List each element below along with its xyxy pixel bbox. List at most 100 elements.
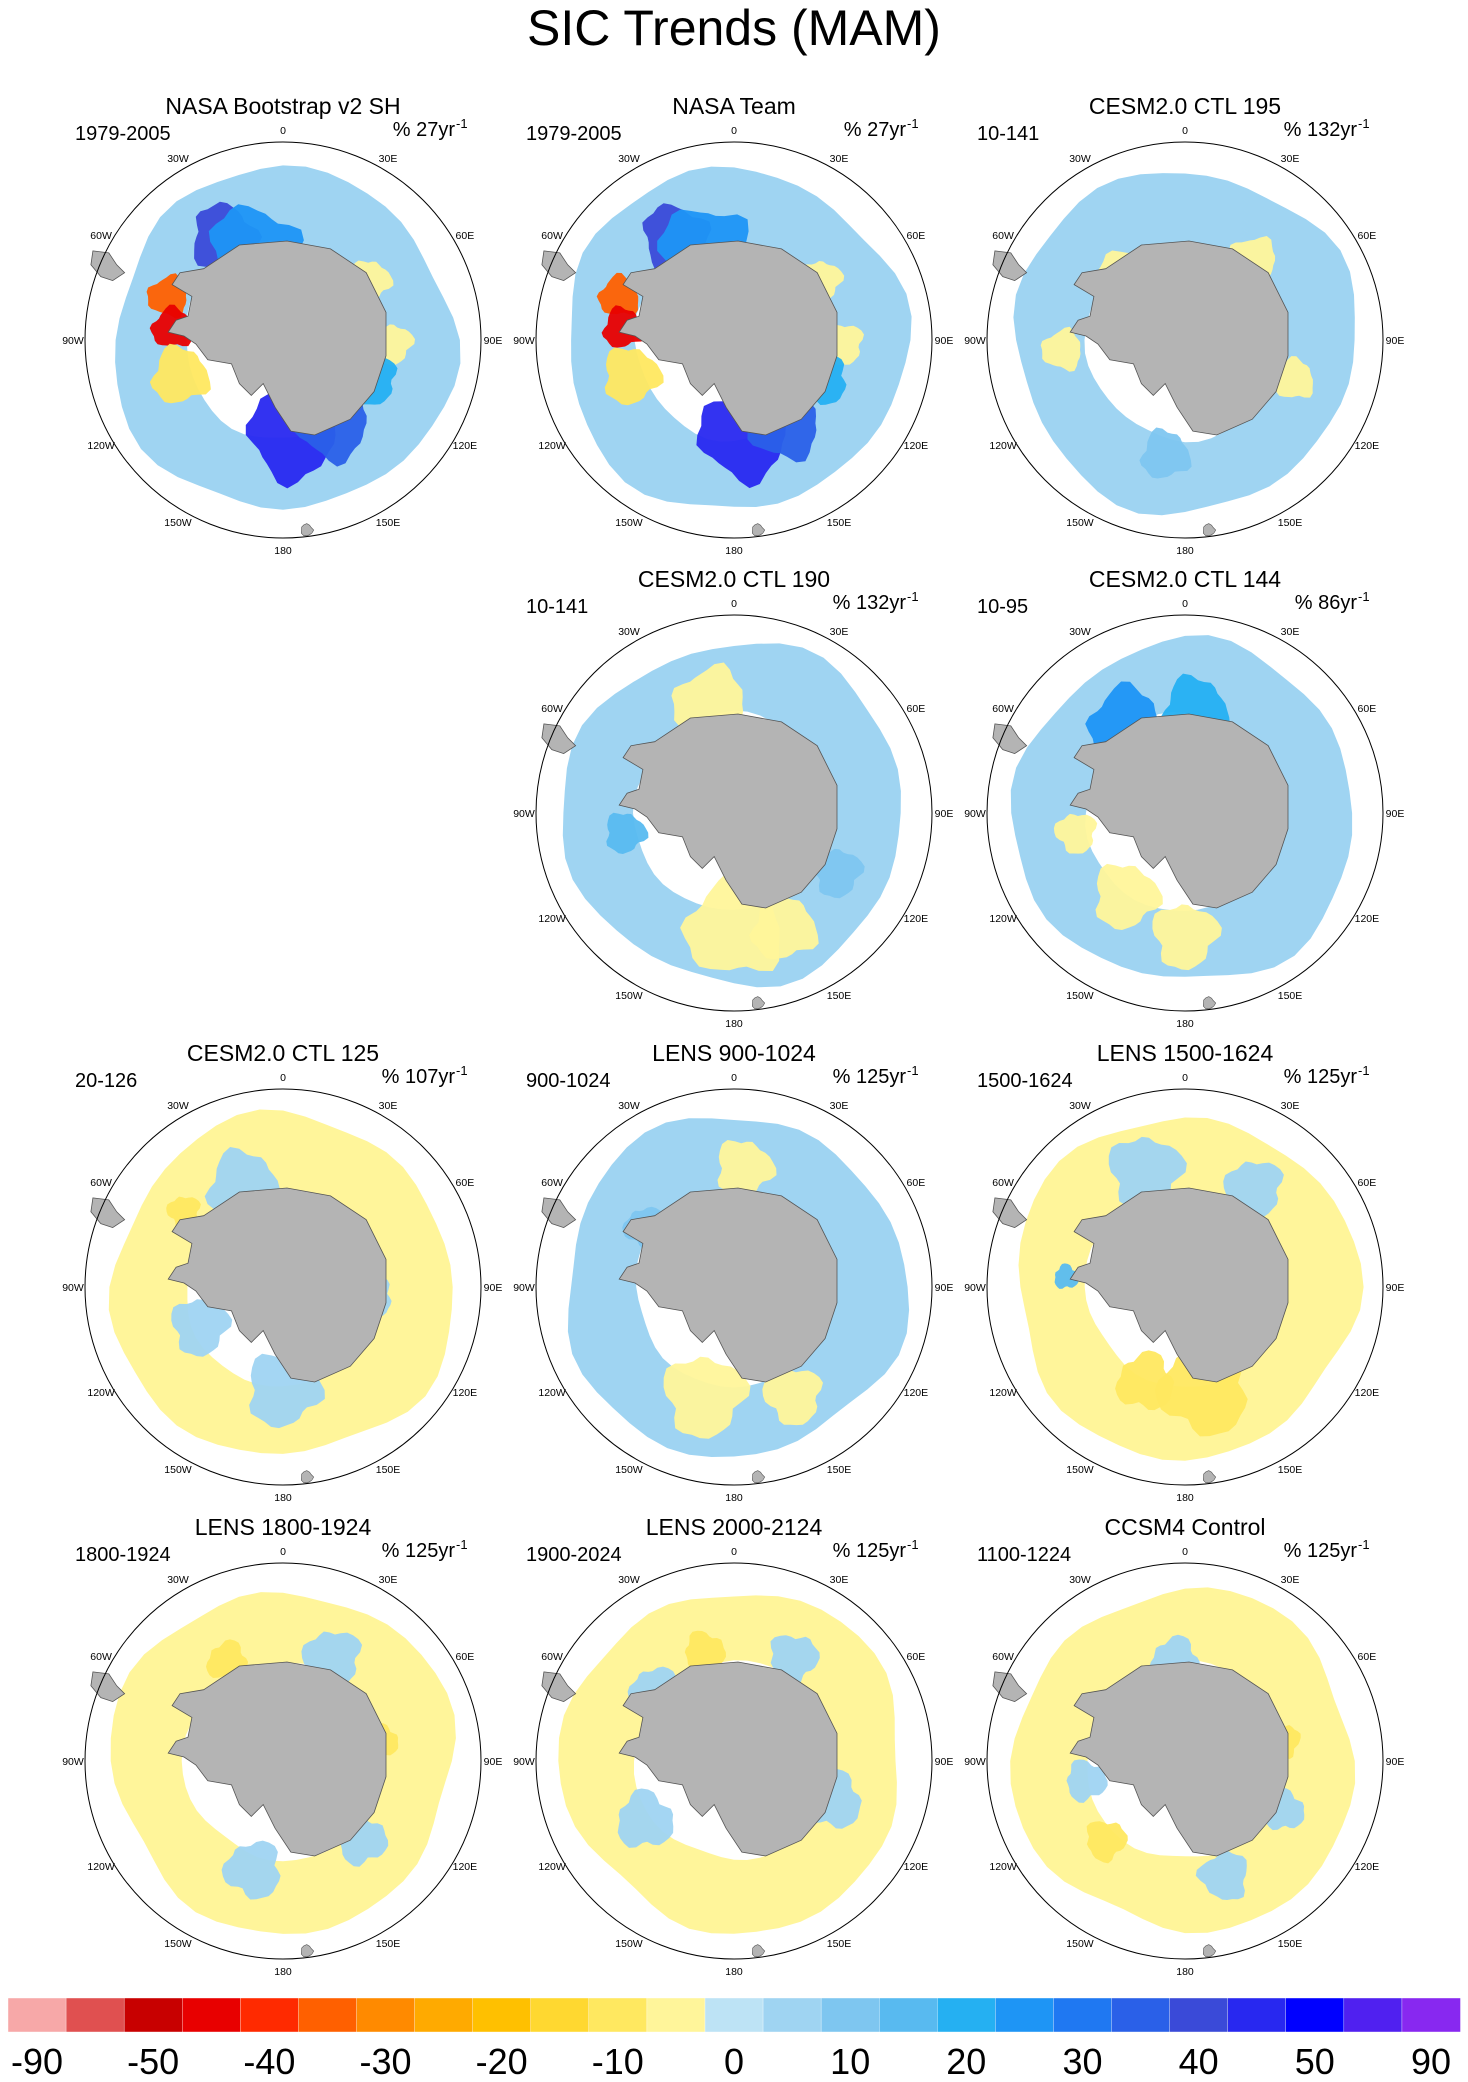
longitude-label: 150W bbox=[1066, 990, 1094, 1002]
panel-units: % 125yr bbox=[1284, 1540, 1358, 1562]
antarctica bbox=[1069, 240, 1289, 436]
figure-title: SIC Trends (MAM) bbox=[527, 0, 941, 56]
longitude-label: 150E bbox=[1278, 1464, 1303, 1476]
south-america bbox=[541, 250, 577, 282]
longitude-label: 30E bbox=[830, 153, 849, 165]
trend-patch bbox=[762, 1369, 823, 1426]
panel-units-exponent: -1 bbox=[456, 116, 468, 131]
longitude-label: 180 bbox=[274, 1966, 292, 1978]
trend-field bbox=[1010, 635, 1353, 977]
antarctica bbox=[167, 240, 387, 436]
longitude-label: 120E bbox=[904, 440, 929, 452]
ice-ring bbox=[1018, 1117, 1364, 1461]
longitude-label: 0 bbox=[1182, 598, 1188, 610]
panel-units-exponent: -1 bbox=[907, 589, 919, 604]
map-boundary bbox=[535, 141, 933, 539]
map-boundary bbox=[84, 141, 482, 539]
colorbar-tick-label: 40 bbox=[1179, 2041, 1219, 2082]
colorbar-tick-label: 10 bbox=[830, 2041, 870, 2082]
longitude-label: 60E bbox=[907, 1651, 926, 1663]
trend-patch bbox=[1152, 904, 1222, 971]
trend-patch bbox=[749, 891, 819, 960]
panel-title: CESM2.0 CTL 144 bbox=[1089, 566, 1281, 592]
new-zealand bbox=[1202, 1470, 1217, 1484]
longitude-label: 90W bbox=[62, 335, 84, 347]
longitude-label: 180 bbox=[725, 1018, 743, 1030]
colorbar-cell bbox=[240, 1997, 300, 2033]
longitude-label: 150E bbox=[376, 1464, 401, 1476]
longitude-label: 120W bbox=[538, 913, 566, 925]
longitude-label: 60E bbox=[456, 1177, 475, 1189]
colorbar-cell bbox=[356, 1997, 416, 2033]
panel-title: CCSM4 Control bbox=[1104, 1514, 1265, 1540]
longitude-label: 120W bbox=[989, 913, 1017, 925]
trend-patch bbox=[1115, 1350, 1175, 1411]
longitude-label: 60W bbox=[992, 1651, 1014, 1663]
colorbar-cell bbox=[646, 1997, 706, 2033]
panel-units: % 27yr bbox=[393, 119, 456, 141]
longitude-label: 90E bbox=[935, 335, 954, 347]
longitude-label: 90W bbox=[964, 808, 986, 820]
longitude-label: 60E bbox=[1358, 703, 1377, 715]
panel-units: % 27yr bbox=[844, 119, 907, 141]
panel-units-exponent: -1 bbox=[907, 1063, 919, 1078]
longitude-label: 120E bbox=[904, 1861, 929, 1873]
panel-units-exponent: -1 bbox=[907, 1537, 919, 1552]
longitude-label: 150W bbox=[615, 990, 643, 1002]
trend-patch bbox=[684, 1630, 726, 1675]
colorbar-tick-label: -50 bbox=[127, 2041, 179, 2082]
map-panel: 0 30E 60E 90E 120E 150E 180 150W 120W 90W 60W 30W CE… bbox=[62, 1040, 502, 1504]
longitude-label: 120E bbox=[1355, 1861, 1380, 1873]
longitude-label: 150W bbox=[1066, 1464, 1094, 1476]
ice-ring bbox=[108, 1109, 453, 1454]
longitude-label: 60E bbox=[456, 230, 475, 242]
new-zealand bbox=[751, 996, 766, 1010]
trend-patch bbox=[1040, 326, 1081, 372]
longitude-label: 180 bbox=[1176, 1966, 1194, 1978]
panel-period: 10-141 bbox=[977, 123, 1039, 145]
ice-ring bbox=[567, 1118, 910, 1457]
colorbar-cell bbox=[123, 1997, 183, 2033]
longitude-label: 90W bbox=[62, 1282, 84, 1294]
antarctica bbox=[618, 713, 838, 909]
map-boundary bbox=[84, 1562, 482, 1960]
panel-title: CESM2.0 CTL 195 bbox=[1089, 93, 1281, 119]
panel-title: LENS 900-1024 bbox=[652, 1040, 816, 1066]
longitude-label: 180 bbox=[1176, 1018, 1194, 1030]
longitude-label: 90W bbox=[62, 1756, 84, 1768]
longitude-label: 150W bbox=[615, 1464, 643, 1476]
longitude-label: 150W bbox=[1066, 1938, 1094, 1950]
longitude-label: 30E bbox=[379, 1100, 398, 1112]
longitude-label: 120E bbox=[453, 440, 478, 452]
longitude-label: 60E bbox=[907, 1177, 926, 1189]
panel-grid: 0 30E 60E 90E 120E 150E 180 150W 120W 90W 60W 30W NA… bbox=[62, 93, 1404, 1978]
panel-title: LENS 2000-2124 bbox=[646, 1514, 823, 1540]
longitude-label: 150E bbox=[1278, 990, 1303, 1002]
longitude-label: 150E bbox=[1278, 517, 1303, 529]
trend-patch bbox=[663, 1356, 751, 1439]
trend-patch bbox=[1271, 356, 1313, 398]
map-boundary bbox=[535, 1088, 933, 1486]
colorbar-tick-label: 90 bbox=[1411, 2041, 1451, 2082]
longitude-label: 90E bbox=[484, 1282, 503, 1294]
panel-period: 20-126 bbox=[75, 1070, 137, 1092]
colorbar-tick-label: 20 bbox=[946, 2041, 986, 2082]
longitude-label: 150E bbox=[827, 1938, 852, 1950]
colorbar-cell bbox=[820, 1997, 880, 2033]
panel-units: % 132yr bbox=[1284, 119, 1358, 141]
colorbar-cell bbox=[588, 1997, 648, 2033]
colorbar-cell bbox=[995, 1997, 1055, 2033]
colorbar-tick-label: -90 bbox=[11, 2041, 63, 2082]
panel-units: % 86yr bbox=[1295, 592, 1358, 614]
new-zealand bbox=[751, 1944, 766, 1958]
panel-units: % 125yr bbox=[833, 1540, 907, 1562]
trend-patch bbox=[171, 1299, 233, 1357]
map-panel: 0 30E 60E 90E 120E 150E 180 150W 120W 90W 60W 30W CE… bbox=[964, 566, 1404, 1030]
colorbar-cell bbox=[1053, 1997, 1113, 2033]
trend-patch bbox=[221, 1840, 281, 1900]
colorbar-cell bbox=[182, 1997, 242, 2033]
longitude-label: 60W bbox=[541, 1177, 563, 1189]
longitude-label: 60W bbox=[992, 703, 1014, 715]
longitude-label: 120E bbox=[453, 1861, 478, 1873]
panel-period: 10-95 bbox=[977, 596, 1028, 618]
